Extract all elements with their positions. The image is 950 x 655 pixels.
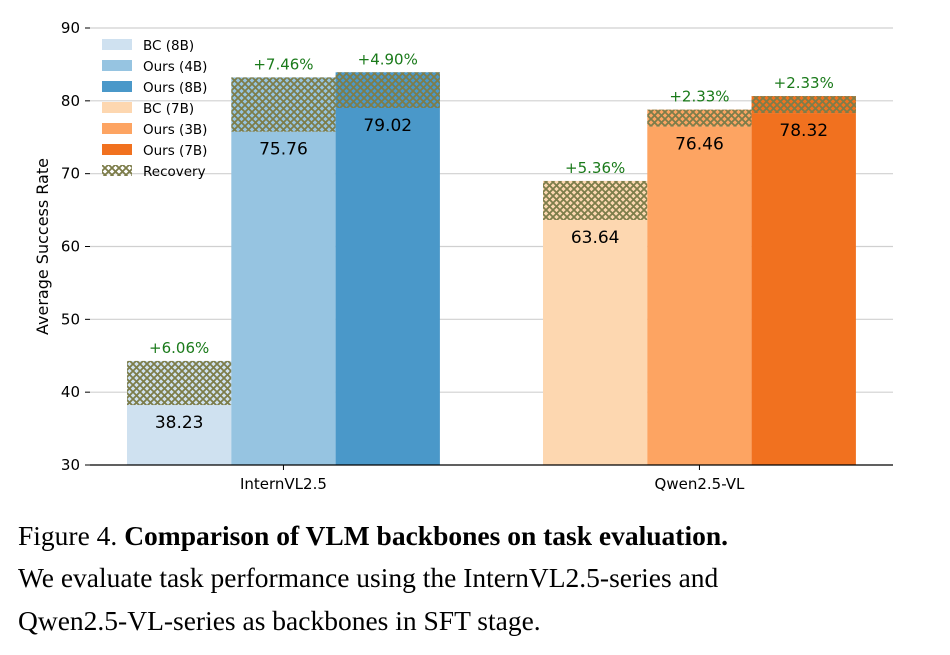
legend-label: Ours (7B): [143, 143, 207, 159]
legend-swatch: [102, 39, 132, 50]
caption-line-1: Figure 4. Comparison of VLM backbones on…: [18, 520, 728, 552]
recovery-segment: [335, 72, 440, 108]
caption-title: Comparison of VLM backbones on task eval…: [124, 520, 729, 551]
bar-value-label: 79.02: [363, 116, 412, 136]
legend-swatch: [102, 144, 132, 155]
legend-label: Ours (4B): [143, 59, 207, 75]
bar-value-label: 75.76: [259, 140, 308, 160]
bar: [543, 219, 648, 465]
recovery-label: +4.90%: [358, 50, 418, 68]
legend-label: Recovery: [143, 164, 206, 180]
legend-swatch: [102, 60, 132, 71]
y-tick-label: 40: [61, 383, 80, 401]
y-tick-label: 30: [61, 456, 80, 474]
bar: [127, 405, 232, 465]
legend-swatch-recovery: [102, 165, 132, 176]
x-tick-label: InternVL2.5: [240, 475, 327, 493]
y-tick-label: 60: [61, 238, 80, 256]
y-axis-label: Average Success Rate: [33, 158, 52, 335]
recovery-segment: [647, 109, 752, 127]
legend-label: Ours (8B): [143, 80, 207, 96]
recovery-label: +5.36%: [565, 159, 625, 177]
caption-line-3: Qwen2.5-VL-series as backbones in SFT st…: [18, 605, 541, 636]
legend-label: BC (8B): [143, 38, 194, 54]
figure-label: Figure 4.: [18, 520, 118, 551]
bar: [751, 113, 856, 465]
recovery-segment: [543, 180, 648, 220]
recovery-label: +6.06%: [149, 339, 209, 357]
bar: [231, 131, 336, 465]
legend-label: BC (7B): [143, 101, 194, 117]
bar: [335, 107, 440, 465]
y-tick-label: 90: [61, 19, 80, 37]
y-tick-label: 70: [61, 165, 80, 183]
y-tick-label: 50: [61, 310, 80, 328]
y-tick-label: 80: [61, 92, 80, 110]
legend-swatch: [102, 81, 132, 92]
bar-value-label: 76.46: [675, 135, 724, 155]
legend-swatch: [102, 123, 132, 134]
recovery-segment: [751, 96, 856, 114]
recovery-segment: [231, 77, 336, 132]
legend-swatch: [102, 102, 132, 113]
bar-value-label: 38.23: [155, 413, 204, 433]
x-tick-label: Qwen2.5-VL: [655, 475, 745, 493]
recovery-segment: [127, 360, 232, 406]
caption-line-2: We evaluate task performance using the I…: [18, 562, 719, 593]
bar-value-label: 78.32: [779, 121, 828, 141]
recovery-label: +2.33%: [669, 88, 729, 106]
bar-chart: 38.23 +6.06% 75.76 +7.46% 79.02 +4.90% 63.64 +5…: [33, 19, 893, 493]
legend-label: Ours (3B): [143, 122, 207, 138]
bar: [647, 126, 752, 465]
recovery-label: +2.33%: [774, 74, 834, 92]
recovery-label: +7.46%: [253, 55, 313, 73]
bar-value-label: 63.64: [571, 228, 620, 248]
